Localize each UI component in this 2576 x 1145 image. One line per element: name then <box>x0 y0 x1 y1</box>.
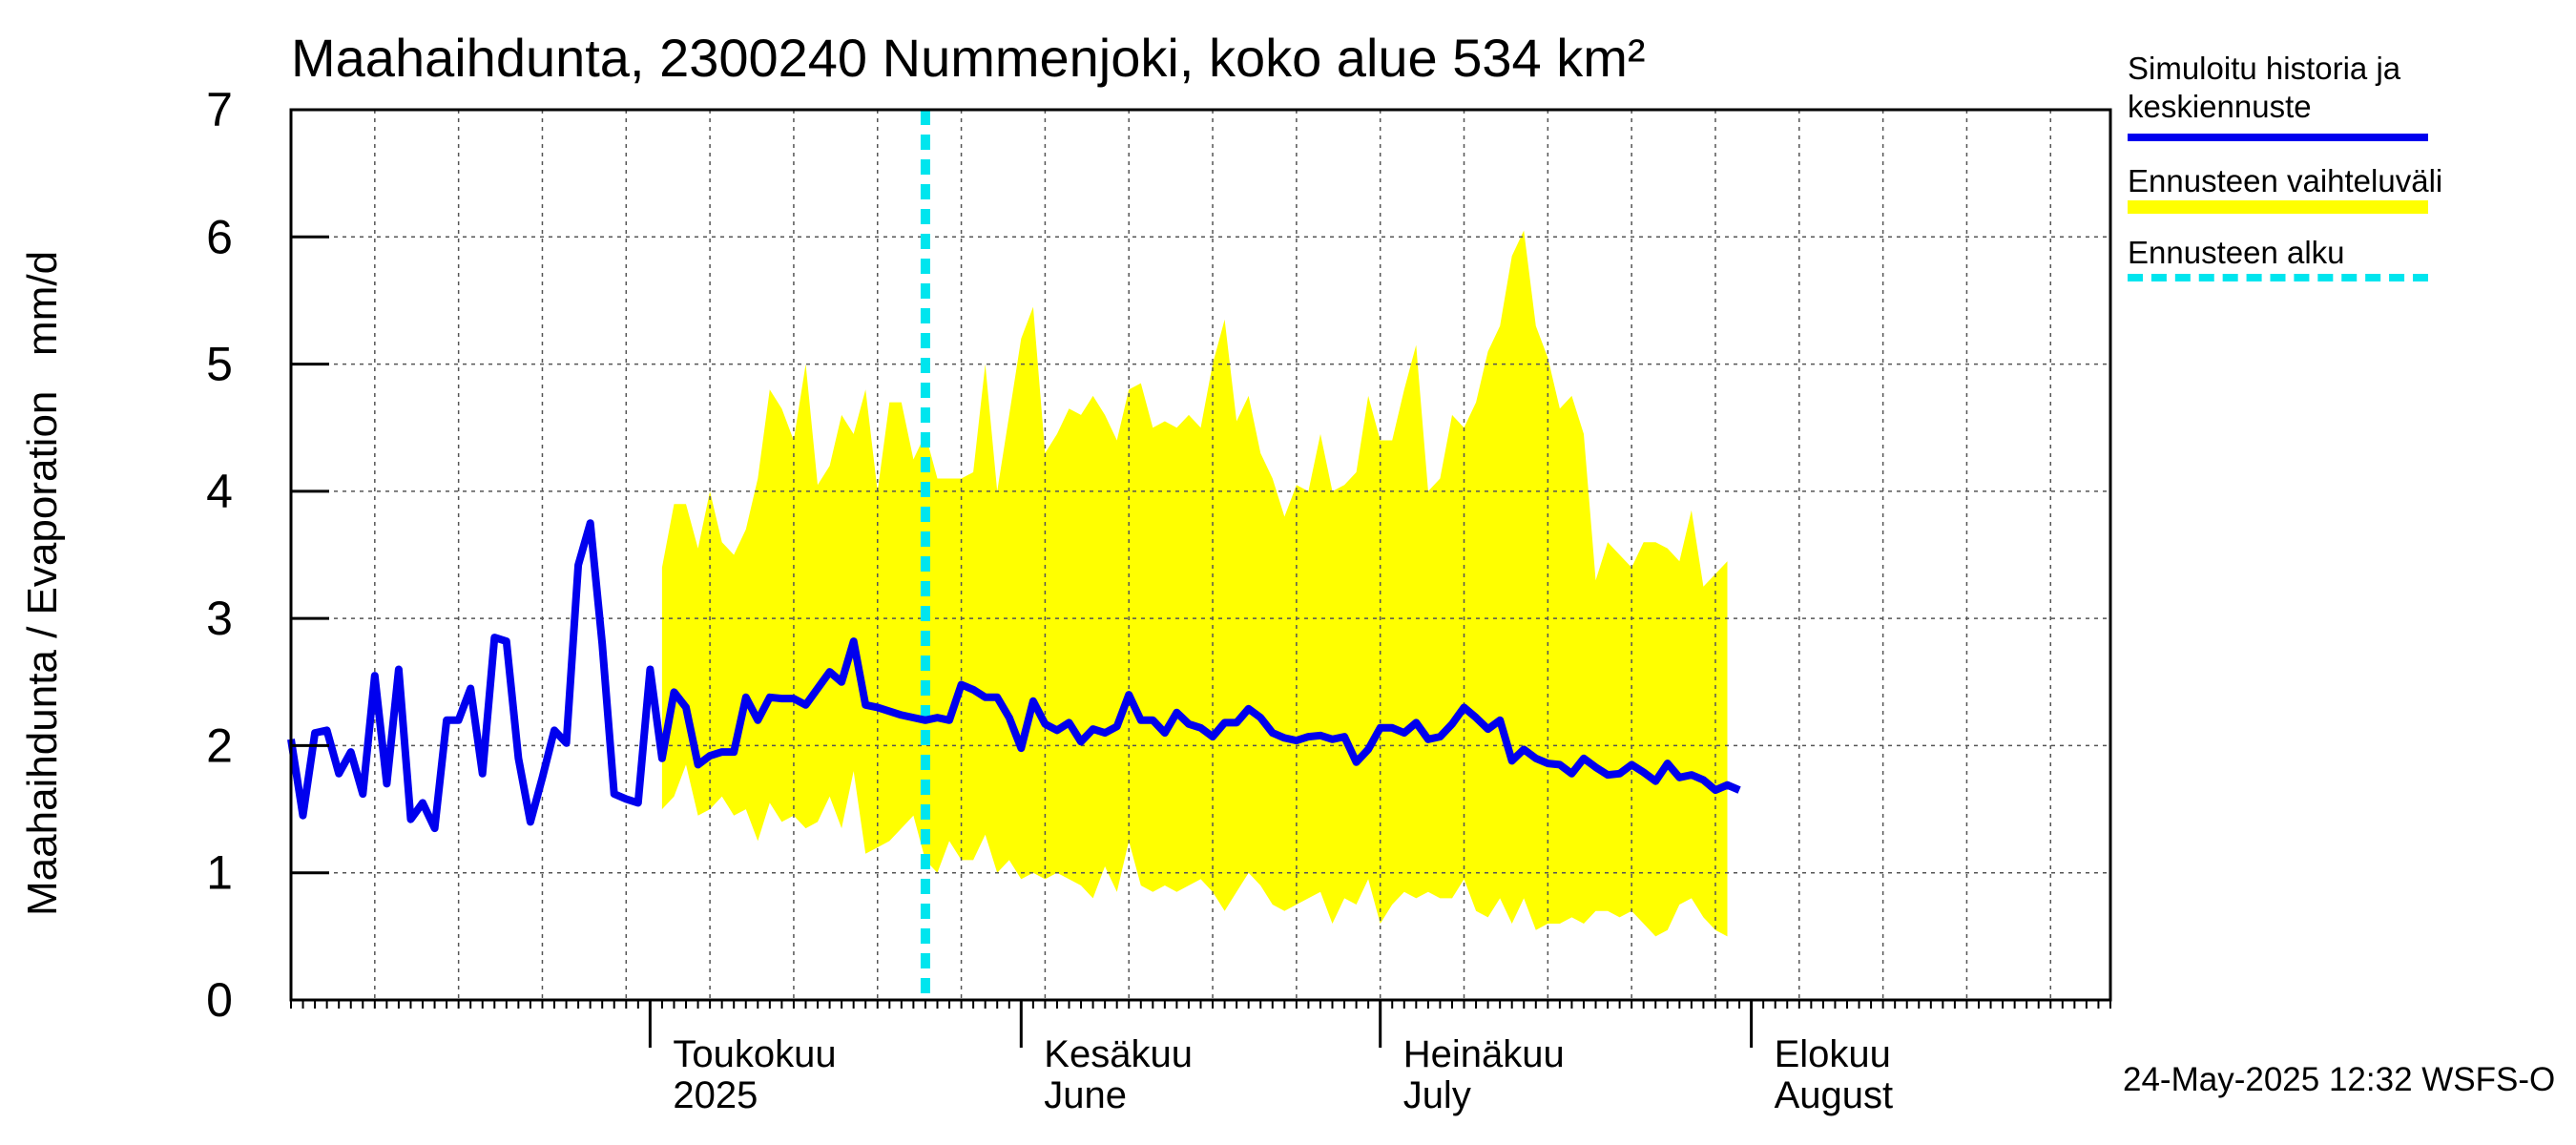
legend-start-label: Ennusteen alku <box>2128 235 2345 270</box>
history-forecast-line <box>287 519 1741 833</box>
x-month-label-en: 2025 <box>673 1074 758 1116</box>
forecast-range-area <box>661 230 1728 937</box>
legend-history-label: Simuloitu historia ja keskiennuste <box>2128 51 2401 124</box>
y-tick-label: 4 <box>206 465 233 518</box>
y-tick-label: 0 <box>206 973 233 1027</box>
legend-history-swatch <box>2128 134 2428 141</box>
x-month-label-fi: Heinäkuu <box>1403 1033 1565 1075</box>
x-month-label-en: July <box>1403 1074 1471 1116</box>
x-month-label-en: June <box>1044 1074 1127 1116</box>
legend-start-swatch <box>2128 274 2428 281</box>
x-month-label-fi: Elokuu <box>1775 1033 1891 1075</box>
forecast-range-layer <box>661 230 1728 937</box>
x-month-label-fi: Kesäkuu <box>1044 1033 1193 1075</box>
y-tick-label: 2 <box>206 718 233 772</box>
y-tick-label: 5 <box>206 338 233 391</box>
legend-range-swatch <box>2128 200 2428 214</box>
chart-title: Maahaihdunta, 2300240 Nummenjoki, koko a… <box>291 28 1646 88</box>
history-line-layer <box>287 110 1741 1000</box>
y-tick-label: 6 <box>206 210 233 263</box>
x-month-label-en: August <box>1775 1074 1894 1116</box>
legend-range-label: Ennusteen vaihteluväli <box>2128 163 2443 198</box>
x-month-label-fi: Toukokuu <box>673 1033 836 1075</box>
y-axis-label: Maahaihdunta / Evaporation mm/d <box>19 250 66 916</box>
y-tick-label: 1 <box>206 846 233 900</box>
timestamp: 24-May-2025 12:32 WSFS-O <box>2123 1061 2556 1098</box>
y-tick-label: 7 <box>206 83 233 136</box>
grid <box>291 110 2110 1000</box>
y-tick-label: 3 <box>206 592 233 645</box>
